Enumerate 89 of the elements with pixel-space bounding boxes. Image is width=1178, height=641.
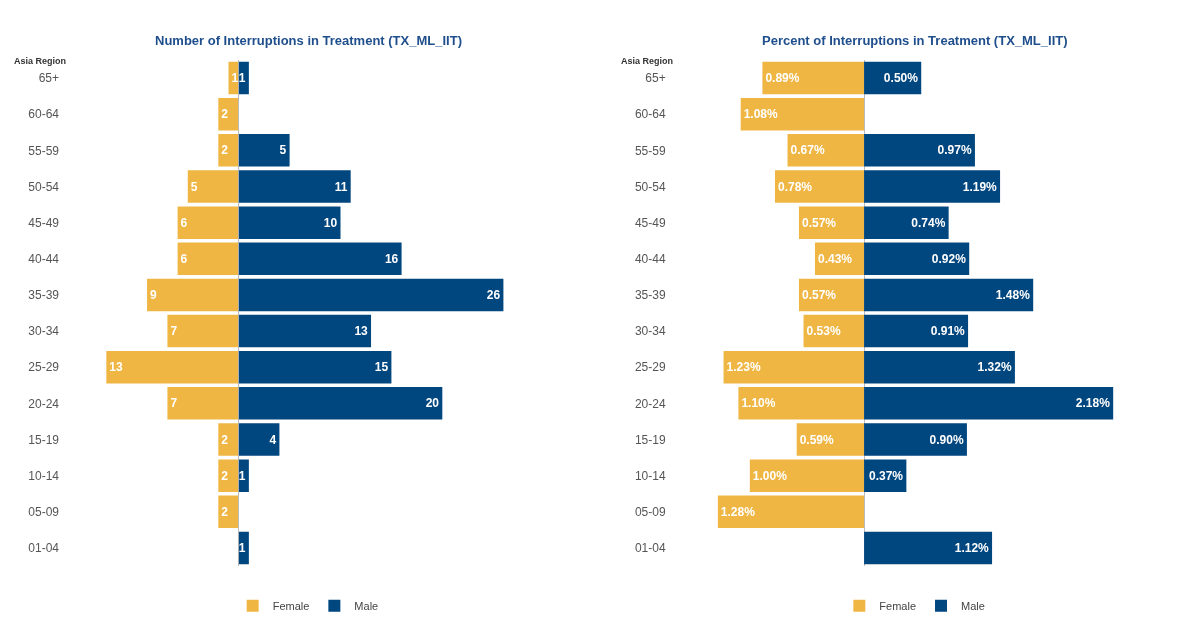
- y-tick-label: 50-54: [634, 179, 666, 194]
- y-tick-label: 55-59: [634, 143, 666, 158]
- y-tick-label: 15-19: [28, 432, 60, 447]
- data-label: 9: [150, 287, 158, 302]
- y-tick-label: 20-24: [634, 396, 666, 411]
- bar: [740, 97, 865, 131]
- y-tick-label: 40-44: [634, 251, 666, 266]
- data-label: 0.50%: [883, 71, 919, 86]
- data-label: 15: [374, 360, 389, 375]
- y-tick-label: 65+: [38, 71, 59, 86]
- data-label: 2: [221, 107, 229, 122]
- data-label: 0.92%: [931, 251, 967, 266]
- data-label: 10: [323, 215, 338, 230]
- data-label: 0.74%: [911, 215, 946, 230]
- y-tick-label: 60-64: [634, 107, 666, 122]
- y-tick-label: 15-19: [634, 432, 666, 447]
- y-axis-title: Asia Region: [621, 56, 674, 66]
- data-label: 0.67%: [790, 143, 825, 158]
- data-label: 11: [334, 179, 348, 194]
- data-label: 20: [425, 396, 440, 411]
- data-label: 0.59%: [799, 432, 835, 447]
- data-label: 1.08%: [743, 107, 779, 122]
- data-label: 1.10%: [741, 396, 776, 411]
- y-tick-label: 45-49: [28, 215, 60, 230]
- y-tick-label: 40-44: [28, 251, 60, 266]
- legend-label: Female: [272, 600, 310, 613]
- data-label: 13: [354, 324, 369, 339]
- bar: [717, 495, 865, 529]
- bar: [864, 531, 993, 565]
- data-label: 2: [221, 468, 229, 483]
- data-label: 1: [238, 71, 246, 86]
- y-tick-label: 30-34: [28, 324, 60, 339]
- y-tick-label: 01-04: [28, 541, 60, 556]
- data-label: 0.57%: [801, 287, 837, 302]
- data-label: 0.43%: [817, 251, 853, 266]
- y-tick-label: 20-24: [28, 396, 60, 411]
- data-label: 6: [180, 215, 188, 230]
- y-tick-label: 50-54: [28, 179, 60, 194]
- y-tick-label: 05-09: [28, 504, 60, 519]
- text: Number of Interruptions in Treatment (TX_ML_IIT): [155, 33, 462, 48]
- data-label: 1.28%: [720, 504, 756, 519]
- data-label: 0.89%: [765, 71, 800, 86]
- y-tick-label: 30-34: [634, 324, 666, 339]
- y-tick-label: 35-39: [634, 288, 666, 303]
- y-tick-label: 60-64: [28, 107, 60, 122]
- y-tick-label: 10-14: [28, 468, 60, 483]
- legend-label: Male: [961, 600, 985, 613]
- data-label: 0.37%: [869, 468, 904, 483]
- data-label: 1: [231, 71, 239, 86]
- data-label: 5: [190, 179, 198, 194]
- data-label: 2: [221, 432, 229, 447]
- data-label: 2.18%: [1075, 396, 1111, 411]
- y-tick-label: 65+: [645, 71, 666, 86]
- data-label: 1.32%: [977, 360, 1012, 375]
- text: Percent of Interruptions in Treatment (TX_ML_IIT): [762, 33, 1068, 48]
- y-tick-label: 25-29: [634, 360, 666, 375]
- data-label: 2: [221, 143, 229, 158]
- legend-label: Male: [354, 600, 379, 613]
- y-tick-label: 35-39: [28, 288, 60, 303]
- data-label: 13: [109, 360, 123, 375]
- legend-label: Female: [879, 600, 917, 613]
- data-label: 1.48%: [995, 287, 1031, 302]
- y-tick-label: 55-59: [28, 143, 60, 158]
- data-label: 4: [269, 432, 277, 447]
- y-tick-label: 10-14: [634, 468, 666, 483]
- y-tick-label: 45-49: [634, 215, 666, 230]
- data-label: 0.78%: [777, 179, 813, 194]
- data-label: 26: [486, 287, 501, 302]
- data-label: 1: [238, 540, 246, 555]
- data-label: 7: [170, 396, 178, 411]
- data-label: 2: [221, 504, 229, 519]
- data-label: 5: [279, 143, 287, 158]
- data-label: 0.57%: [801, 215, 837, 230]
- data-label: 7: [170, 324, 178, 339]
- data-label: 6: [180, 251, 188, 266]
- data-label: 0.97%: [937, 143, 972, 158]
- y-axis-title: Asia Region: [14, 56, 67, 66]
- data-label: 1.00%: [752, 468, 788, 483]
- data-label: 1.12%: [954, 540, 990, 555]
- data-label: 1: [238, 468, 246, 483]
- y-tick-label: 05-09: [634, 504, 666, 519]
- y-tick-label: 01-04: [634, 541, 666, 556]
- data-label: 0.90%: [929, 432, 964, 447]
- data-label: 0.91%: [930, 324, 966, 339]
- data-label: 0.53%: [806, 324, 841, 339]
- y-tick-label: 25-29: [28, 360, 60, 375]
- data-label: 1.23%: [726, 360, 761, 375]
- data-label: 16: [384, 251, 399, 266]
- data-label: 1.19%: [962, 179, 998, 194]
